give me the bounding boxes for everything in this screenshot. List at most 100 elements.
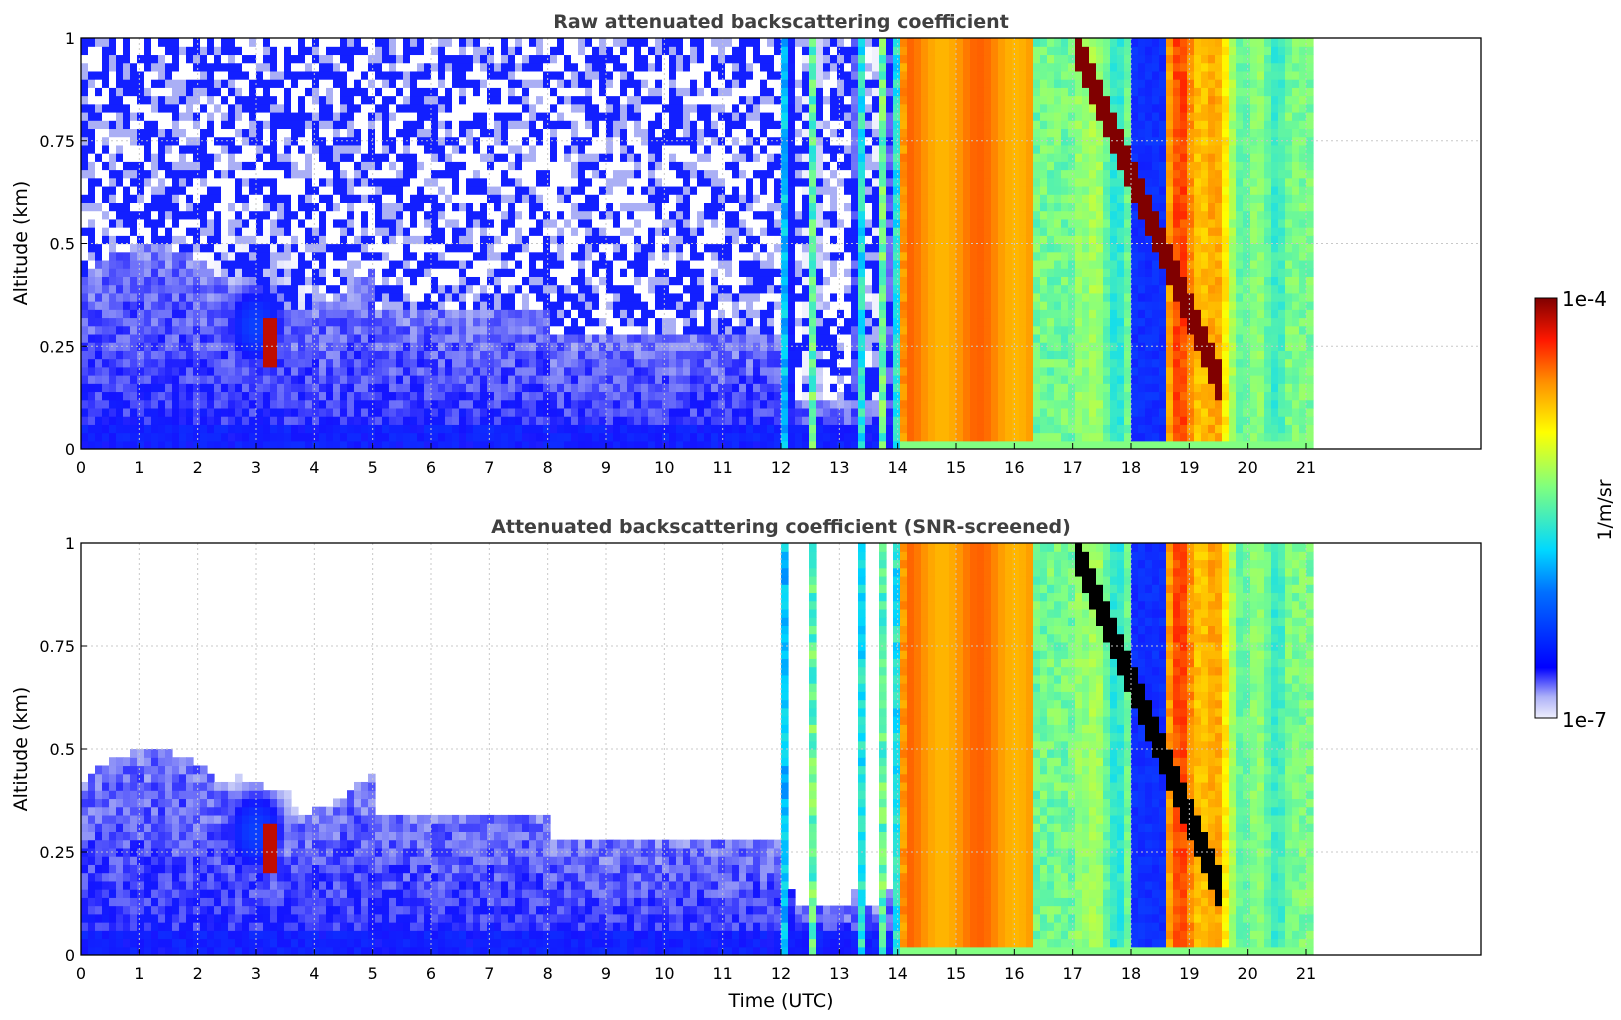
heatmap-cell: [361, 301, 369, 310]
heatmap-cell: [354, 235, 362, 245]
heatmap-cell: [452, 301, 460, 310]
heatmap-cell: [172, 227, 180, 236]
heatmap-cell: [151, 284, 159, 294]
heatmap-cell: [424, 161, 432, 171]
heatmap-cell: [753, 70, 761, 80]
heatmap-cell: [613, 251, 621, 261]
heatmap-cell: [242, 210, 250, 220]
heatmap-cell: [690, 243, 698, 253]
heatmap-cell: [774, 424, 782, 434]
heatmap-cell: [347, 284, 355, 294]
heatmap-cell: [102, 292, 110, 302]
heatmap-cell: [242, 120, 250, 130]
heatmap-cell: [109, 407, 117, 417]
heatmap-cell: [172, 432, 180, 442]
heatmap-cell: [452, 87, 460, 97]
heatmap-cell: [249, 70, 257, 80]
heatmap-cell: [319, 259, 327, 269]
heatmap-cell: [445, 432, 453, 442]
heatmap-cell: [753, 383, 761, 393]
heatmap-cell: [494, 350, 502, 360]
heatmap-cell: [88, 424, 96, 434]
heatmap-cell: [711, 399, 719, 409]
heatmap-cell: [522, 358, 530, 368]
heatmap-cell: [102, 350, 110, 360]
heatmap-cell: [305, 95, 313, 105]
heatmap-cell: [165, 95, 173, 105]
heatmap-cell: [466, 301, 474, 310]
heatmap-cell: [683, 317, 691, 327]
heatmap-cell: [690, 177, 698, 187]
heatmap-cell: [445, 169, 453, 179]
heatmap-cell: [403, 358, 411, 368]
heatmap-cell: [200, 259, 208, 269]
heatmap-cell: [438, 333, 446, 343]
heatmap-cell: [235, 46, 243, 56]
heatmap-cell: [144, 87, 152, 97]
heatmap-cell: [690, 161, 698, 171]
heatmap-cell: [508, 46, 516, 56]
heatmap-cell: [228, 210, 236, 220]
heatmap-cell: [641, 62, 649, 72]
heatmap-cell: [200, 424, 208, 434]
heatmap-cell: [312, 235, 320, 245]
heatmap-cell: [319, 38, 327, 47]
heatmap-cell: [312, 259, 320, 269]
heatmap-cell: [529, 325, 537, 335]
heatmap-cell: [473, 317, 481, 327]
heatmap-cell: [375, 177, 383, 187]
heatmap-cell: [186, 350, 194, 360]
heatmap-cell: [466, 276, 474, 286]
heatmap-cell: [473, 111, 481, 121]
heatmap-cell: [291, 62, 299, 72]
heatmap-cell: [263, 202, 271, 212]
heatmap-cell: [487, 227, 495, 236]
heatmap-cell: [718, 210, 726, 220]
heatmap-cell: [571, 46, 579, 56]
heatmap-cell: [606, 375, 614, 384]
heatmap-cell: [452, 243, 460, 253]
heatmap-cell: [760, 243, 768, 253]
heatmap-cell: [641, 95, 649, 105]
heatmap-cell: [557, 259, 565, 269]
heatmap-cell: [599, 103, 607, 113]
heatmap-cell: [179, 153, 187, 162]
heatmap-cell: [235, 259, 243, 269]
heatmap-cell: [284, 440, 292, 449]
heatmap-cell: [81, 218, 89, 228]
heatmap-cell: [494, 243, 502, 253]
heatmap-cell: [179, 251, 187, 261]
heatmap-cell: [361, 292, 369, 302]
heatmap-cell: [340, 284, 348, 294]
heatmap-cell: [242, 218, 250, 228]
heatmap-cell: [655, 62, 663, 72]
heatmap-cell: [312, 38, 320, 47]
heatmap-cell: [277, 416, 285, 425]
heatmap-cell: [179, 95, 187, 105]
heatmap-cell: [130, 62, 138, 72]
heatmap-cell: [102, 391, 110, 401]
heatmap-cell: [333, 70, 341, 80]
heatmap-cell: [431, 416, 439, 425]
heatmap-cell: [669, 128, 677, 138]
heatmap-cell: [116, 292, 124, 302]
heatmap-cell: [179, 407, 187, 417]
heatmap-cell: [158, 62, 166, 72]
heatmap-cell: [501, 169, 509, 179]
heatmap-cell: [375, 227, 383, 236]
heatmap-cell: [144, 309, 152, 319]
heatmap-cell: [718, 103, 726, 113]
heatmap-cell: [676, 391, 684, 401]
heatmap-cell: [340, 358, 348, 368]
heatmap-cell: [760, 358, 768, 368]
heatmap-cell: [249, 79, 257, 88]
heatmap-cell: [319, 185, 327, 195]
heatmap-cell: [641, 350, 649, 360]
heatmap-cell: [599, 243, 607, 253]
heatmap-cell: [389, 177, 397, 187]
heatmap-cell: [725, 62, 733, 72]
heatmap-cell: [277, 111, 285, 121]
heatmap-cell: [137, 169, 145, 179]
heatmap-cell: [172, 276, 180, 286]
heatmap-cell: [508, 325, 516, 335]
